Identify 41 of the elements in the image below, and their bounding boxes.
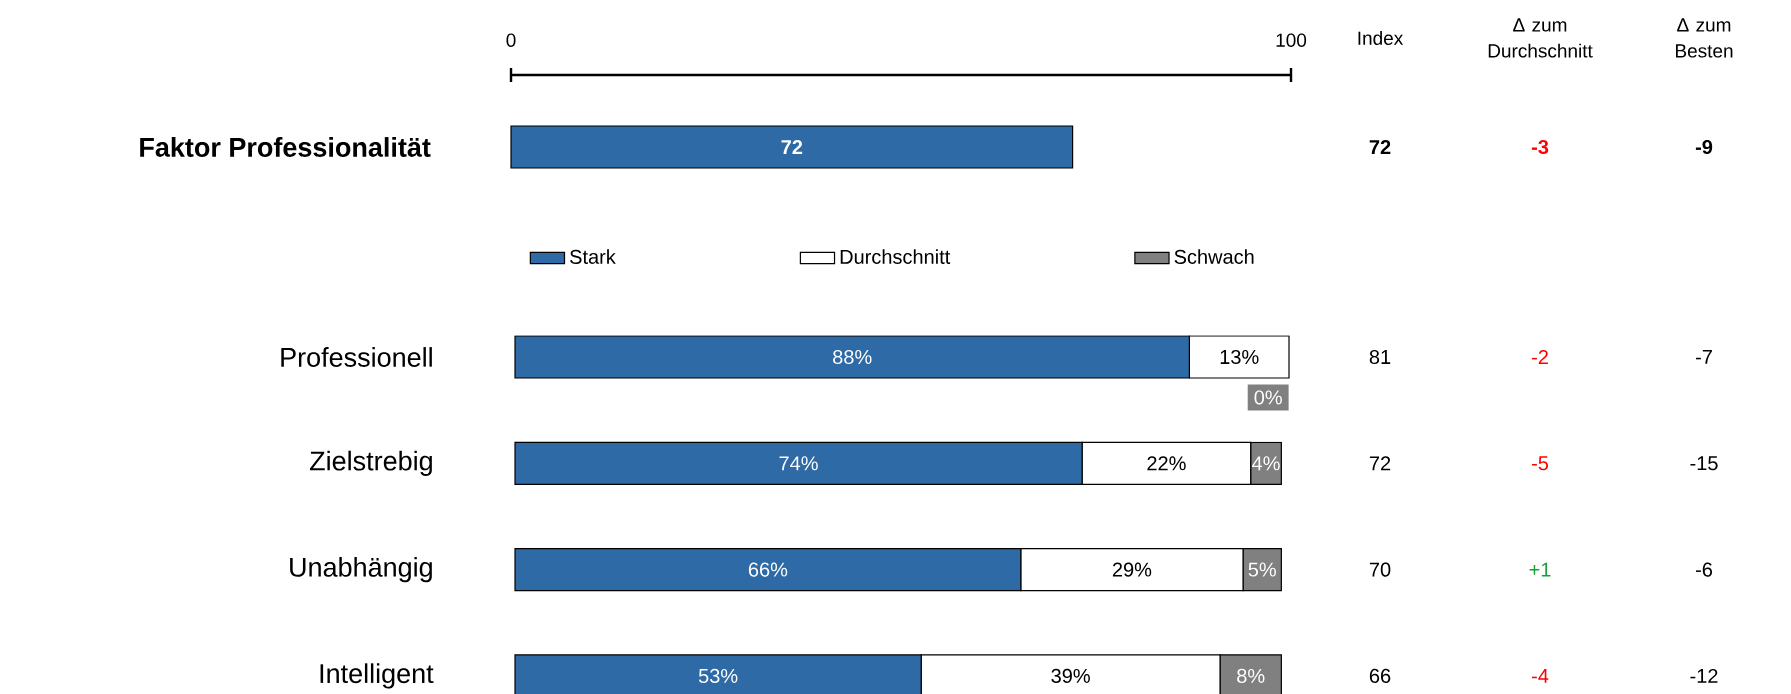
text: Δ zum Durchschnitt [1488,18,1593,58]
text: -3 [1531,139,1549,155]
data-label: 22% [1147,456,1186,471]
text: -2 [1532,350,1548,364]
data-label: 88% [833,349,872,365]
text: 70 [1369,562,1391,577]
data-label: 4% [1252,456,1280,471]
data-label: 53% [698,668,738,683]
data-label: 5% [1248,562,1276,577]
text: 72 [1369,140,1391,154]
data-label: 8% [1237,668,1265,683]
text: -9 [1695,139,1713,155]
text: -4 [1532,669,1549,683]
text: 66 [1369,668,1391,683]
y-tick-label: Intelligent [320,663,434,689]
text: +1 [1529,562,1551,577]
text: Index [1358,31,1404,45]
text: -15 [1690,456,1718,471]
text: 72 [1369,456,1391,471]
x-tick-label: 100 [1276,33,1307,47]
x-tick-label: 0 [506,33,516,47]
legend-label: Durchschnitt [840,249,951,264]
data-label: 72 [781,140,803,154]
y-tick-label: Faktor Professionalität [140,137,431,157]
text: -12 [1690,668,1718,683]
data-label: 66% [748,562,788,577]
text: -5 [1532,456,1549,471]
y-tick-label: Unabhängig [290,557,432,583]
data-label: 74% [779,456,818,471]
y-tick-label: Professionell [281,347,432,367]
data-label: 29% [1112,562,1152,577]
data-label: 13% [1220,349,1259,365]
text: 81 [1369,349,1391,365]
text: -6 [1696,562,1713,577]
text: -7 [1696,350,1712,364]
data-label: 39% [1051,668,1090,683]
y-tick-label: Zielstrebig [309,450,432,476]
data-label: 0% [1254,390,1282,405]
text: Δ zum Besten [1676,18,1733,58]
legend-label: Schwach [1174,249,1254,264]
legend-label: Stark [570,249,616,264]
